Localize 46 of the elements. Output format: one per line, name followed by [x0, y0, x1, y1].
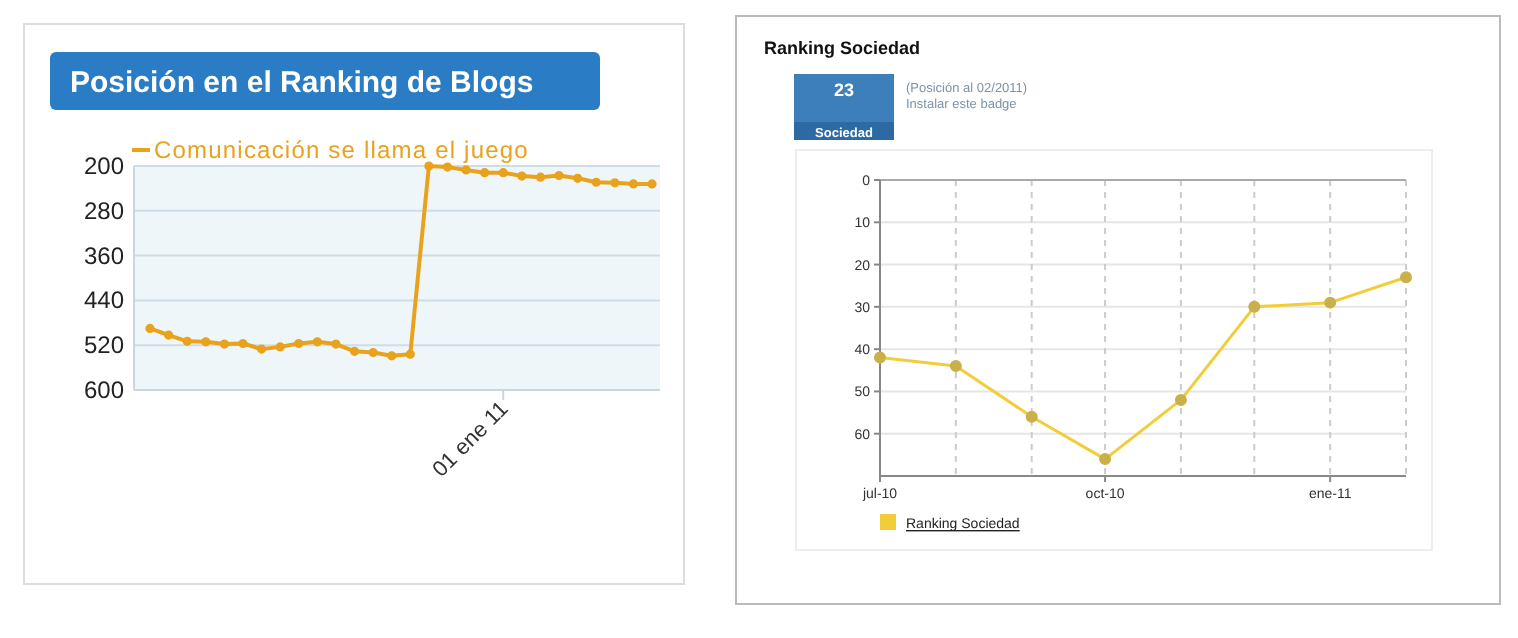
y-tick-label: 520 [83, 331, 125, 360]
point [238, 338, 248, 349]
point [949, 360, 962, 373]
point [312, 337, 322, 347]
point [535, 172, 546, 182]
y-tick-label: 600 [83, 376, 125, 404]
point [1099, 453, 1112, 466]
point [554, 170, 564, 181]
chart-title: Ranking Sociedad [764, 38, 921, 58]
y-tick-label: 280 [83, 196, 125, 225]
point [331, 339, 341, 349]
point [610, 178, 620, 188]
point [275, 342, 285, 352]
point [294, 338, 304, 349]
point [424, 161, 434, 171]
x-tick-label: 01 ene 11 [428, 397, 514, 483]
point [349, 346, 360, 356]
point [874, 351, 886, 364]
point [405, 349, 415, 359]
y-tick-label: 440 [83, 286, 125, 315]
point [368, 347, 378, 358]
point [517, 171, 527, 181]
point [201, 337, 211, 347]
chart-title: Posición en el Ranking de Blogs [70, 66, 534, 100]
point [628, 179, 639, 189]
point [1324, 296, 1337, 309]
y-tick-label: 200 [83, 152, 125, 180]
point [1025, 410, 1038, 423]
point [387, 351, 397, 361]
point [145, 323, 155, 333]
point [256, 344, 267, 354]
y-tick-label: 360 [83, 241, 125, 270]
point [1400, 271, 1412, 284]
point [498, 168, 508, 178]
series-label: Comunicación se llama el juego [154, 136, 529, 164]
point [182, 336, 192, 346]
point [573, 173, 583, 183]
point [442, 162, 453, 172]
point [163, 330, 174, 340]
point [480, 168, 490, 178]
point [219, 339, 229, 349]
point [1174, 393, 1187, 406]
point [1248, 300, 1261, 313]
point [461, 165, 471, 175]
point [647, 179, 657, 189]
point [591, 177, 601, 187]
